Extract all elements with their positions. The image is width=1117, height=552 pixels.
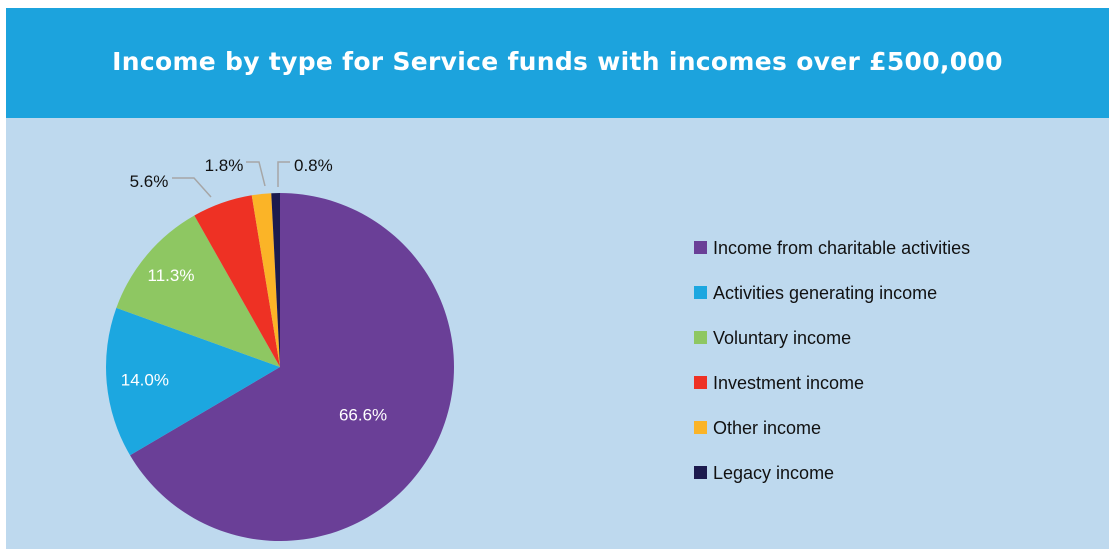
leader-line (277, 161, 290, 187)
slice-label-activities-generating-income: 14.0% (121, 371, 169, 390)
pie-chart: 66.6% 14.0% 11.3% 5.6% 1.8% 0.8% Income from c… (105, 156, 970, 541)
pie-slice-other-income (251, 193, 280, 367)
slice-label-voluntary-income: 11.3% (148, 266, 195, 285)
legend-label: Voluntary income (713, 328, 851, 348)
chart-panel: Income by type for Service funds with in… (6, 8, 1109, 549)
slice-label-legacy-income: 0.8% (294, 156, 333, 175)
legend-swatch (694, 421, 707, 434)
pie-slice-activities-generating-income (105, 307, 280, 456)
slice-label-investment-income: 5.6% (130, 172, 169, 191)
pie-slice-voluntary-income (116, 215, 280, 367)
slice-label-income-from-charitable-activities: 66.6% (339, 406, 387, 425)
legend-label: Legacy income (713, 463, 834, 483)
pie-slice-income-from-charitable-activities (130, 193, 455, 541)
legend-swatch (694, 376, 707, 389)
chart-header: Income by type for Service funds with in… (6, 8, 1109, 118)
slice-label-other-income: 1.8% (205, 156, 244, 175)
legend-swatch (694, 466, 707, 479)
pie-slice-investment-income (194, 195, 280, 367)
legend-swatch (694, 331, 707, 344)
pie-slice-legacy-income (271, 193, 280, 367)
chart-title: Income by type for Service funds with in… (112, 47, 1003, 76)
leader-line (172, 177, 212, 198)
legend-swatch (694, 286, 707, 299)
legend-swatch (694, 241, 707, 254)
legend-label: Investment income (713, 373, 864, 393)
legend-label: Income from charitable activities (713, 238, 970, 258)
legend-label: Other income (713, 418, 821, 438)
leader-line (246, 161, 266, 187)
legend-label: Activities generating income (713, 283, 937, 303)
